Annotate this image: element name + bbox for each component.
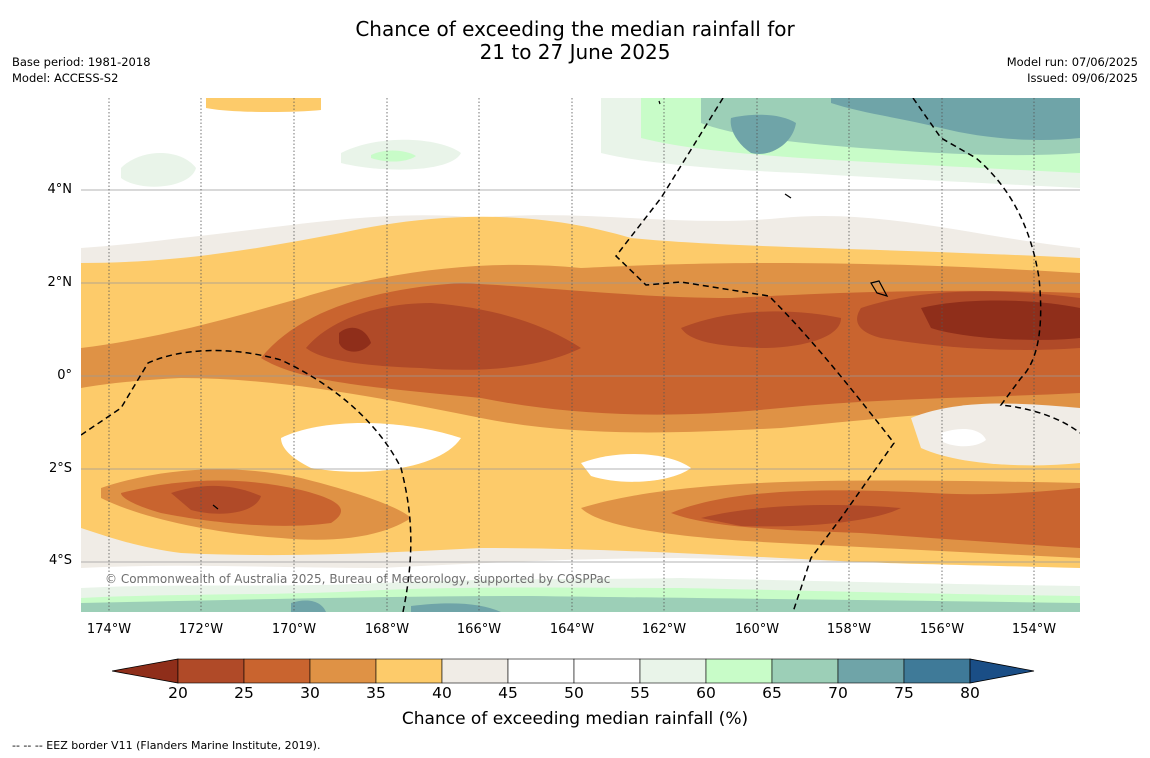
colorbar-tick-label: 45 xyxy=(498,684,518,702)
field-green-patch-1 xyxy=(121,153,196,187)
colorbar-ticks: 20 25 30 35 40 45 50 55 60 65 70 75 80 xyxy=(0,684,1150,704)
colorbar-segment xyxy=(243,658,311,684)
colorbar-segment xyxy=(903,658,971,684)
colorbar-segment xyxy=(177,658,245,684)
colorbar-segment xyxy=(573,658,641,684)
eez-footnote: -- -- -- EEZ border V11 (Flanders Marine… xyxy=(12,739,321,752)
field-darkest-east xyxy=(921,300,1080,340)
lat-label-0: 0° xyxy=(57,368,72,383)
lon-label-174w: 174°W xyxy=(86,622,132,637)
lat-gridlines xyxy=(81,189,1080,563)
field-south-teal xyxy=(81,596,1080,612)
colorbar-tick-label: 80 xyxy=(960,684,980,702)
field-white-hole-3 xyxy=(941,428,986,447)
colorbar-tick-label: 60 xyxy=(696,684,716,702)
colorbar-tick-label: 30 xyxy=(300,684,320,702)
colorbar-tick-label: 50 xyxy=(564,684,584,702)
colorbar-segment xyxy=(309,658,377,684)
map-field xyxy=(81,98,1080,612)
colorbar-label: Chance of exceeding median rainfall (%) xyxy=(401,709,749,729)
title-line-2: 21 to 27 June 2025 xyxy=(479,40,671,64)
colorbar-tick-label: 75 xyxy=(894,684,914,702)
colorbar xyxy=(111,656,1038,690)
colorbar-segment xyxy=(507,658,575,684)
field-white-hole-2 xyxy=(581,453,691,482)
lon-label-170w: 170°W xyxy=(271,622,317,637)
field-green-patch-3 xyxy=(371,150,416,162)
copyright-notice: © Commonwealth of Australia 2025, Bureau… xyxy=(105,572,611,586)
field-south-brown-west xyxy=(171,485,261,514)
island-1 xyxy=(870,280,889,297)
colorbar-segment xyxy=(441,658,509,684)
colorbar-tick-label: 20 xyxy=(168,684,188,702)
island-outlines xyxy=(212,100,889,510)
island-3 xyxy=(658,100,661,105)
map-title: Chance of exceeding the median rainfall … xyxy=(0,18,1150,64)
field-ne-patch xyxy=(730,114,796,154)
lat-label-4s: 4°S xyxy=(48,553,72,568)
lat-label-4n: 4°N xyxy=(47,182,73,197)
field-south-deepteal-1 xyxy=(291,600,326,612)
field-brown-west xyxy=(306,303,581,370)
lon-label-156w: 156°W xyxy=(919,622,965,637)
lon-label-158w: 158°W xyxy=(826,622,872,637)
lon-label-154w: 154°W xyxy=(1011,622,1057,637)
field-darkest-west xyxy=(339,327,371,352)
colorbar-tick-label: 35 xyxy=(366,684,386,702)
lon-label-162w: 162°W xyxy=(641,622,687,637)
lon-label-166w: 166°W xyxy=(456,622,502,637)
model-label: Model: ACCESS-S2 xyxy=(12,71,119,85)
colorbar-tick-label: 70 xyxy=(828,684,848,702)
island-2 xyxy=(784,193,792,199)
meta-left: Base period: 1981-2018 Model: ACCESS-S2 xyxy=(12,54,151,86)
lon-label-168w: 168°W xyxy=(364,622,410,637)
colorbar-segment xyxy=(837,658,905,684)
lon-label-172w: 172°W xyxy=(178,622,224,637)
meta-right: Model run: 07/06/2025 Issued: 09/06/2025 xyxy=(1007,54,1138,86)
colorbar-segment xyxy=(639,658,707,684)
base-period-label: Base period: 1981-2018 xyxy=(12,55,151,69)
eez-border-east xyxy=(912,98,1080,434)
field-brown-mid xyxy=(681,311,841,348)
colorbar-tick-label: 40 xyxy=(432,684,452,702)
lon-label-160w: 160°W xyxy=(734,622,780,637)
field-south-deepteal-2 xyxy=(411,603,501,612)
field-south-darkorange-east xyxy=(671,488,1080,548)
lat-label-2s: 2°S xyxy=(48,461,72,476)
eez-border-west xyxy=(81,349,412,612)
colorbar-segment xyxy=(375,658,443,684)
island-4 xyxy=(212,504,219,510)
colorbar-segment xyxy=(705,658,773,684)
colorbar-tick-label: 25 xyxy=(234,684,254,702)
field-top-yellow xyxy=(206,98,321,113)
issued-label: Issued: 09/06/2025 xyxy=(1027,71,1138,85)
lat-label-2n: 2°N xyxy=(47,275,73,290)
colorbar-extend-high xyxy=(969,658,1035,684)
lon-label-164w: 164°W xyxy=(549,622,595,637)
field-grey-east xyxy=(911,403,1080,466)
colorbar-extend-low xyxy=(111,658,179,684)
title-line-1: Chance of exceeding the median rainfall … xyxy=(355,17,795,41)
field-white-hole-1 xyxy=(281,423,461,472)
lon-gridlines xyxy=(108,98,1035,612)
eez-borders xyxy=(81,98,1080,612)
rainfall-map xyxy=(81,98,1080,612)
field-ne-deepteal xyxy=(831,98,1080,140)
model-run-label: Model run: 07/06/2025 xyxy=(1006,55,1138,69)
field-south-brown-east xyxy=(701,505,901,527)
colorbar-tick-label: 65 xyxy=(762,684,782,702)
colorbar-segment xyxy=(771,658,839,684)
colorbar-swatches xyxy=(111,658,1035,684)
colorbar-tick-label: 55 xyxy=(630,684,650,702)
